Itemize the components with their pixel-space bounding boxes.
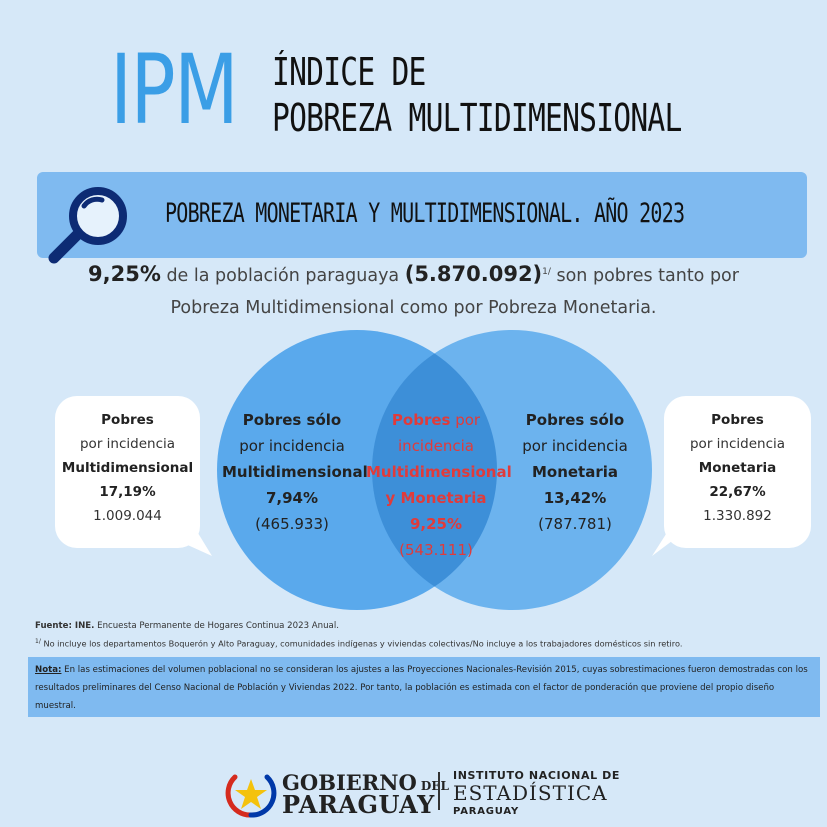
summary-line-2: Pobreza Multidimensional como por Pobrez… xyxy=(170,298,657,318)
summary-text-1: de la población paraguaya xyxy=(160,266,405,286)
venn-center-l4: y Monetaria xyxy=(385,489,487,507)
bubble-left-l1: Pobres xyxy=(101,412,154,428)
venn-right-pct: 13,42% xyxy=(543,489,607,507)
nota-text: Nota: En las estimaciones del volumen po… xyxy=(35,661,815,715)
bubble-right-l2: por incidencia xyxy=(689,436,786,452)
banner-title: POBREZA MONETARIA Y MULTIDIMENSIONAL. AÑ… xyxy=(165,198,685,229)
ine-line-1: INSTITUTO NACIONAL DE xyxy=(453,769,620,782)
venn-center-l1b: por xyxy=(450,411,481,429)
bubble-monetaria: Pobres por incidencia Monetaria 22,67% 1… xyxy=(664,396,811,548)
venn-center-l3: Multidimensional xyxy=(366,463,512,481)
nota-body: En las estimaciones del volumen poblacio… xyxy=(35,665,808,711)
venn-right-l3: Monetaria xyxy=(531,463,619,481)
venn-right-l1: Pobres sólo xyxy=(525,411,625,429)
nota-box xyxy=(28,657,820,717)
bubble-left-pct: 17,19% xyxy=(99,484,156,500)
section-banner xyxy=(37,172,807,258)
magnifier-icon xyxy=(48,187,127,264)
venn-left-pct: 7,94% xyxy=(265,489,319,507)
bubble-right-pct: 22,67% xyxy=(709,484,766,500)
source-label: Fuente: INE. xyxy=(35,621,95,631)
summary-footnote-mark: 1/ xyxy=(542,267,551,278)
ipm-acronym: IPM xyxy=(110,34,239,146)
bubble-right-count: 1.330.892 xyxy=(703,508,772,524)
source-text: Encuesta Permanente de Hogares Continua … xyxy=(94,621,339,631)
paraguay-star-seal-icon xyxy=(225,774,277,818)
gov-line-2: PARAGUAY xyxy=(282,790,435,819)
summary-pct: 9,25% xyxy=(88,262,161,286)
circle-overlap xyxy=(372,330,497,610)
venn-center-l2: incidencia xyxy=(398,437,474,455)
summary-line-1: 9,25% de la población paraguaya (5.870.0… xyxy=(0,262,827,286)
venn-left-l1: Pobres sólo xyxy=(242,411,342,429)
bubble-left-count: 1.009.044 xyxy=(93,508,162,524)
gov-del: DEL xyxy=(416,779,449,793)
footnote-1: 1/ No incluye los departamentos Boquerón… xyxy=(35,638,682,649)
venn-right-count: (787.781) xyxy=(538,515,612,533)
bubble-left-l2: por incidencia xyxy=(79,436,176,452)
venn-center-count: (543.111) xyxy=(399,541,473,559)
nota-label: Nota: xyxy=(35,665,62,675)
footnote-1-text: No incluye los departamentos Boquerón y … xyxy=(40,638,683,649)
bubble-right-l1: Pobres xyxy=(711,412,764,428)
title-line-2: POBREZA MULTIDIMENSIONAL xyxy=(272,96,682,140)
venn-left-l2: por incidencia xyxy=(239,437,345,455)
venn-center-text: Pobres por incidencia Multidimensional y… xyxy=(366,407,512,563)
title-line-1: ÍNDICE DE xyxy=(272,50,426,94)
venn-left-l3: Multidimensional xyxy=(222,463,368,481)
ine-line-3: PARAGUAY xyxy=(453,806,520,817)
summary-count: (5.870.092) xyxy=(404,262,543,286)
bubble-left-l3: Multidimensional xyxy=(61,460,194,476)
bubble-right-l3: Monetaria xyxy=(698,460,777,476)
ine-line-2: ESTADÍSTICA xyxy=(453,781,608,805)
footnote-1-mark: 1/ xyxy=(35,638,41,645)
venn-left-count: (465.933) xyxy=(255,515,329,533)
source-note: Fuente: INE. Encuesta Permanente de Hoga… xyxy=(35,621,339,631)
summary-text-2: son pobres tanto por xyxy=(550,266,739,286)
gov-line-1: GOBIERNO DEL xyxy=(282,770,449,795)
bubble-multidimensional: Pobres por incidencia Multidimensional 1… xyxy=(55,396,200,548)
venn-center-l1a: Pobres xyxy=(391,411,451,429)
gov-gobierno: GOBIERNO xyxy=(282,770,417,795)
venn-center-pct: 9,25% xyxy=(409,515,463,533)
venn-right-l2: por incidencia xyxy=(522,437,628,455)
logo-separator xyxy=(438,772,440,810)
venn-left-text: Pobres sólo por incidencia Multidimensio… xyxy=(222,407,368,537)
venn-right-text: Pobres sólo por incidencia Monetaria 13,… xyxy=(505,407,645,537)
